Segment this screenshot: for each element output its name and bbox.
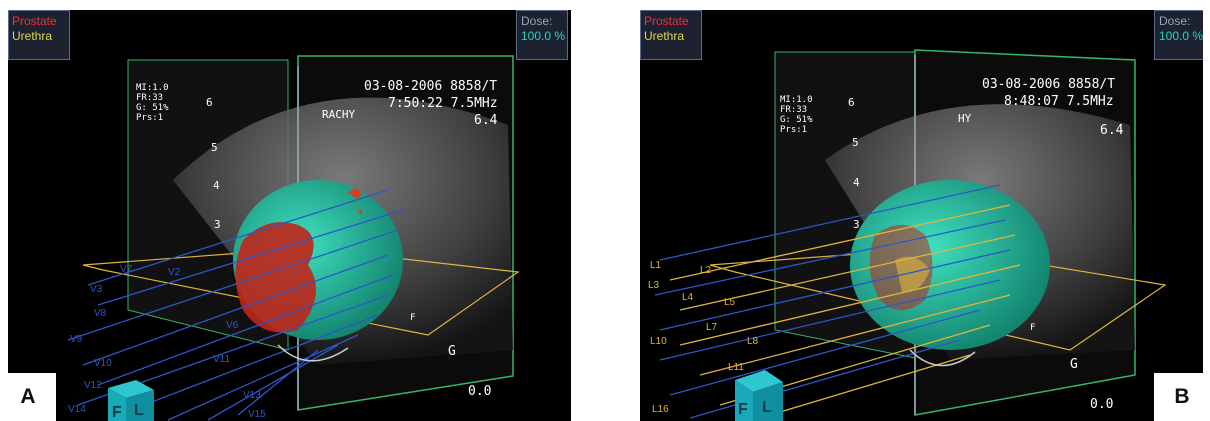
needle-label: V3 <box>90 284 103 295</box>
probe-tag: RACHY <box>322 108 355 121</box>
needle-label: V8 <box>94 308 107 319</box>
needle-label: L11 <box>728 362 744 373</box>
ultrasound-panel-a: 6 5 4 3 MI:1.0 FR:33 G: 51% Prs:1 03-08-… <box>8 10 571 421</box>
needle-group-b <box>654 184 1021 421</box>
needle-label: L1 <box>650 260 662 271</box>
depth-tick: 6 <box>848 96 855 109</box>
depth-tick: 3 <box>853 218 860 231</box>
legend-urethra: Urethra <box>644 29 685 43</box>
scene-3d-a: 6 5 4 3 MI:1.0 FR:33 G: 51% Prs:1 03-08-… <box>67 55 520 421</box>
zoom-value: 0.0 <box>1090 397 1113 412</box>
dose-box: Dose: 100.0 % <box>1154 10 1203 60</box>
needle-label: L8 <box>747 336 759 347</box>
zoom-value: 0.0 <box>468 384 491 399</box>
needle-group-a <box>67 189 404 421</box>
dose-spot <box>348 188 362 216</box>
param-gain: G: 51% <box>136 103 169 113</box>
depth-value: 6.4 <box>474 113 498 128</box>
needle-label: L3 <box>648 280 660 291</box>
cube-face-front: F <box>112 404 122 421</box>
param-gain: G: 51% <box>780 115 813 125</box>
orientation-cube: F L <box>735 370 783 421</box>
needle-label: V6 <box>226 320 239 331</box>
depth-value: 6.4 <box>1100 123 1124 138</box>
needle-label: V2 <box>168 267 181 278</box>
structure-legend: Prostate Urethra <box>8 10 70 60</box>
needle-label: L7 <box>706 322 718 333</box>
time-frequency: 7:50:22 7.5MHz <box>388 96 498 111</box>
param-fr: FR:33 <box>780 105 807 115</box>
cube-face-front: F <box>738 401 748 418</box>
dose-label: Dose: <box>521 14 553 28</box>
needle-label: L2 <box>700 265 712 276</box>
g-label: G <box>448 344 456 359</box>
needle-label: V10 <box>94 358 112 369</box>
probe-tag: HY <box>958 112 972 125</box>
needle-label: V13 <box>243 390 261 401</box>
probe-outline <box>277 344 349 362</box>
depth-tick: 4 <box>213 179 220 192</box>
param-mi: MI:1.0 <box>136 83 169 93</box>
f-label: F <box>410 313 415 323</box>
needle-label: L4 <box>682 292 694 303</box>
dose-box: Dose: 100.0 % <box>516 10 568 60</box>
param-prs: Prs:1 <box>780 125 807 135</box>
dose-value: 100.0 % <box>521 29 566 43</box>
structure-legend: Prostate Urethra <box>640 10 702 60</box>
date-code: 03-08-2006 8858/T <box>982 77 1115 92</box>
needle-label: V9 <box>70 334 83 345</box>
needle-label: V7 <box>120 264 133 275</box>
needle-label: L10 <box>650 336 667 347</box>
date-code: 03-08-2006 8858/T <box>364 79 497 94</box>
panel-letter-b: B <box>1154 373 1210 421</box>
time-frequency: 8:48:07 7.5MHz <box>1004 94 1114 109</box>
cube-face-left: L <box>762 399 772 416</box>
orientation-cube: F L <box>108 380 154 421</box>
needle-label: V12 <box>84 380 102 391</box>
dose-region <box>235 222 316 333</box>
needle-label: L5 <box>724 297 736 308</box>
depth-tick: 6 <box>206 96 213 109</box>
scene-3d-b: 6 5 4 3 MI:1.0 FR:33 G: 51% Prs:1 03-08-… <box>648 49 1167 421</box>
dose-value: 100.0 % <box>1159 29 1203 43</box>
f-label: F <box>1030 323 1035 333</box>
needle-label: L16 <box>652 404 669 415</box>
probe-outline <box>909 349 976 367</box>
needle-label: V14 <box>68 404 86 415</box>
depth-tick: 5 <box>211 141 218 154</box>
needle-label: V15 <box>248 409 266 420</box>
param-prs: Prs:1 <box>136 113 163 123</box>
depth-tick: 5 <box>852 136 859 149</box>
param-fr: FR:33 <box>136 93 163 103</box>
dose-label: Dose: <box>1159 14 1191 28</box>
depth-tick: 4 <box>853 176 860 189</box>
urethra-region <box>895 256 930 293</box>
legend-urethra: Urethra <box>12 29 53 43</box>
legend-prostate: Prostate <box>644 14 689 28</box>
g-label: G <box>1070 357 1078 372</box>
needle-label: V11 <box>213 354 230 365</box>
param-mi: MI:1.0 <box>780 95 813 105</box>
cube-face-left: L <box>134 402 144 419</box>
depth-tick: 3 <box>214 218 221 231</box>
ultrasound-panel-b: 6 5 4 3 MI:1.0 FR:33 G: 51% Prs:1 03-08-… <box>640 10 1203 421</box>
panel-letter-a: A <box>0 373 56 421</box>
legend-prostate: Prostate <box>12 14 57 28</box>
